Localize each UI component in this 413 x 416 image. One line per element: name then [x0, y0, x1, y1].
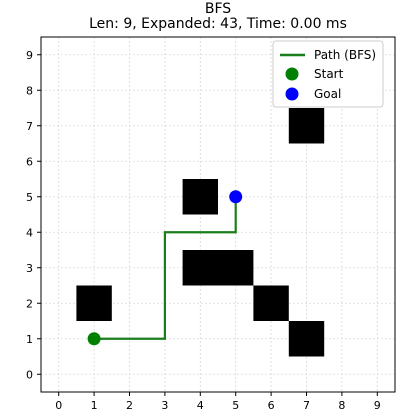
y-tick-label-3: 3 [26, 262, 33, 275]
y-tick-label-6: 6 [26, 155, 33, 168]
x-tick-label-3: 3 [161, 399, 168, 412]
bfs-path-line [94, 196, 237, 340]
y-tick-label-2: 2 [26, 297, 33, 310]
x-tick-label-7: 7 [303, 399, 310, 412]
path-layer [94, 196, 237, 340]
plot-frame [40, 36, 396, 393]
y-tick-label-9: 9 [26, 49, 33, 62]
y-tick-label-5: 5 [26, 191, 33, 204]
obstacle-cell-3 [253, 285, 289, 321]
marker-layer [87, 190, 243, 346]
y-tick-label-8: 8 [26, 84, 33, 97]
goal-marker [229, 190, 243, 204]
y-tick-label-0: 0 [26, 368, 33, 381]
chart-title: BFS [205, 1, 231, 17]
legend-start-label: Start [314, 67, 344, 81]
start-marker [87, 332, 101, 346]
x-tick-label-5: 5 [232, 399, 239, 412]
x-tick-label-1: 1 [91, 399, 98, 412]
x-tick-label-4: 4 [197, 399, 204, 412]
obstacle-cell-2 [218, 250, 254, 286]
legend-goal-swatch [285, 87, 299, 101]
x-tick-label-0: 0 [55, 399, 62, 412]
x-tick-label-2: 2 [126, 399, 133, 412]
legend-path-label: Path (BFS) [314, 48, 376, 62]
obstacle-cell-0 [76, 285, 112, 321]
obstacle-cell-4 [288, 321, 325, 357]
obstacles [76, 108, 325, 357]
legend-box [272, 40, 384, 108]
x-tick-label-8: 8 [338, 399, 345, 412]
legend: Path (BFS) Start Goal [272, 40, 384, 108]
obstacle-cell-5 [182, 179, 218, 215]
chart-subtitle: Len: 9, Expanded: 43, Time: 0.00 ms [89, 16, 347, 32]
obstacle-cell-1 [182, 250, 218, 286]
y-tick-label-1: 1 [26, 333, 33, 346]
obstacle-cell-6 [288, 108, 325, 144]
x-tick-label-6: 6 [268, 399, 275, 412]
x-tick-label-9: 9 [374, 399, 381, 412]
y-tick-label-4: 4 [26, 226, 33, 239]
y-tick-label-7: 7 [26, 120, 33, 133]
axis-ticks: 0 1 2 3 4 5 6 7 8 9 0 1 2 3 4 5 6 7 8 9 [26, 49, 381, 412]
legend-goal-label: Goal [314, 87, 341, 101]
legend-start-swatch [285, 67, 299, 81]
